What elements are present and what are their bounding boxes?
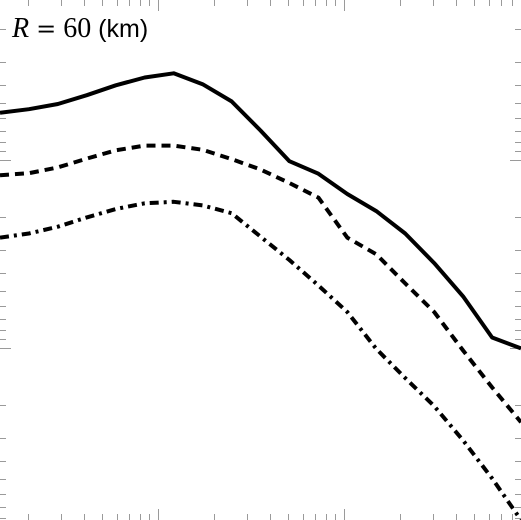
series-line-dash-dot (0, 199, 521, 520)
plot-annotation: R = 60 (km) (12, 12, 149, 46)
series-line-solid (0, 71, 521, 351)
annotation-unit: (km) (98, 15, 149, 43)
series-layer (0, 71, 521, 520)
annotation-equals: = (36, 15, 57, 43)
annotation-value: 60 (63, 13, 92, 44)
annotation-symbol: R (12, 13, 30, 44)
series-line-dashed (0, 143, 521, 424)
